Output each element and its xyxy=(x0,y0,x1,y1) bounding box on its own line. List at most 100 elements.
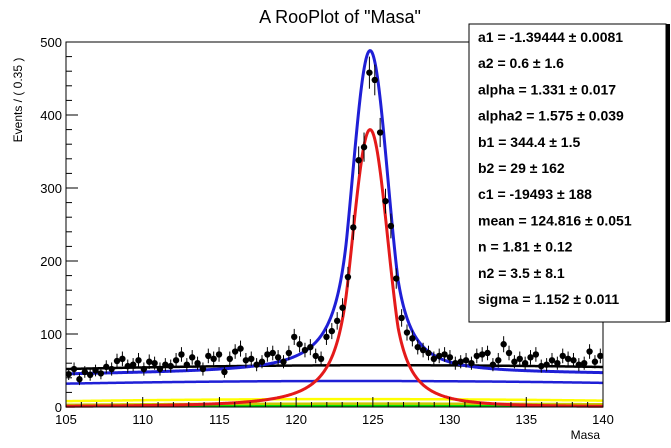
stat-alpha: alpha = 1.331 ± 0.017 xyxy=(478,81,616,97)
data-point xyxy=(398,314,405,322)
data-point xyxy=(135,357,142,364)
data-point xyxy=(382,197,389,205)
stat-sigma: sigma = 1.152 ± 0.011 xyxy=(478,291,619,307)
data-point xyxy=(360,143,368,151)
stats-box-shadow xyxy=(666,24,670,322)
y-tick-label: 100 xyxy=(40,327,62,342)
x-tick-labels: 105 110 115 120 125 130 135 140 xyxy=(55,412,614,427)
data-point xyxy=(129,361,137,368)
data-point xyxy=(205,352,212,360)
data-point xyxy=(307,343,314,351)
data-point xyxy=(511,358,518,365)
stat-c1: c1 = -19493 ± 188 xyxy=(478,186,592,202)
stat-n: n = 1.81 ± 0.12 xyxy=(478,239,573,255)
data-point xyxy=(65,370,72,378)
fit-curve-3 xyxy=(65,379,604,385)
data-point xyxy=(253,361,260,368)
data-point xyxy=(554,360,561,367)
data-point xyxy=(468,360,475,367)
data-point xyxy=(242,357,250,364)
chart-title: A RooPlot of "Masa" xyxy=(259,7,421,27)
data-point xyxy=(430,355,438,363)
data-point xyxy=(355,157,362,164)
data-point xyxy=(516,355,523,363)
data-point xyxy=(178,351,185,358)
data-point xyxy=(446,354,454,361)
data-point xyxy=(291,333,298,341)
stat-n2: n2 = 3.5 ± 8.1 xyxy=(478,265,565,281)
data-point xyxy=(215,351,223,358)
y-tick-labels: 0 100 200 300 400 500 xyxy=(40,35,62,415)
data-point xyxy=(323,333,330,341)
axis-ticks xyxy=(65,41,604,408)
data-point xyxy=(414,343,421,351)
stats-box: a1 = -1.39444 ± 0.0081 a2 = 0.6 ± 1.6 alph… xyxy=(468,23,670,323)
data-point xyxy=(500,341,507,348)
x-tick-label: 140 xyxy=(592,412,614,427)
data-point xyxy=(495,357,502,364)
data-point xyxy=(172,357,180,364)
x-axis-title: Masa xyxy=(571,428,601,442)
data-point xyxy=(162,361,169,368)
data-point xyxy=(92,367,99,374)
data-point xyxy=(221,368,228,376)
data-point xyxy=(597,352,604,360)
data-point xyxy=(280,358,287,365)
data-point xyxy=(108,365,115,373)
data-point xyxy=(387,222,395,230)
x-tick-label: 125 xyxy=(362,412,384,427)
fit-curve-4 xyxy=(65,397,604,403)
data-points xyxy=(65,56,604,386)
data-point xyxy=(484,349,491,357)
data-point xyxy=(586,348,593,355)
y-tick-label: 200 xyxy=(40,254,62,269)
data-point xyxy=(505,349,513,357)
stat-a1: a1 = -1.39444 ± 0.0081 xyxy=(478,29,623,45)
data-point xyxy=(344,273,352,281)
y-axis-title: Events / ( 0.35 ) xyxy=(11,58,25,143)
data-point xyxy=(489,361,497,368)
data-point xyxy=(339,304,346,311)
fit-parameters: a1 = -1.39444 ± 0.0081 a2 = 0.6 ± 1.6 alph… xyxy=(478,29,632,307)
data-point xyxy=(97,370,105,377)
data-point xyxy=(258,358,266,365)
data-point xyxy=(591,358,599,365)
data-point xyxy=(409,335,416,342)
data-point xyxy=(183,361,191,368)
data-point xyxy=(146,358,153,365)
fit-curves xyxy=(65,49,604,408)
data-point xyxy=(264,351,271,358)
data-point xyxy=(296,341,303,348)
stat-b2: b2 = 29 ± 162 xyxy=(478,160,565,176)
data-point xyxy=(473,352,481,360)
data-point xyxy=(140,365,148,373)
data-point xyxy=(532,351,540,358)
data-point xyxy=(538,362,545,370)
data-point xyxy=(188,354,196,361)
data-point xyxy=(86,371,94,379)
data-point xyxy=(581,360,588,367)
data-point xyxy=(527,354,534,361)
data-point xyxy=(452,360,459,367)
y-tick-label: 0 xyxy=(55,400,62,415)
data-point xyxy=(376,129,384,136)
data-point xyxy=(119,355,126,363)
data-point xyxy=(462,357,470,364)
data-point xyxy=(113,357,121,365)
data-point xyxy=(231,348,239,355)
data-point xyxy=(81,368,88,376)
stat-alpha2: alpha2 = 1.575 ± 0.039 xyxy=(478,108,624,124)
x-tick-label: 135 xyxy=(515,412,537,427)
x-tick-label: 110 xyxy=(132,412,153,427)
data-point xyxy=(210,355,217,363)
data-point xyxy=(436,352,443,360)
data-point xyxy=(274,354,282,361)
data-point xyxy=(425,349,432,357)
data-point xyxy=(248,355,255,363)
data-point xyxy=(457,358,464,365)
data-point xyxy=(371,76,378,84)
data-point xyxy=(570,357,577,364)
data-point xyxy=(312,352,319,360)
data-point xyxy=(419,346,427,354)
